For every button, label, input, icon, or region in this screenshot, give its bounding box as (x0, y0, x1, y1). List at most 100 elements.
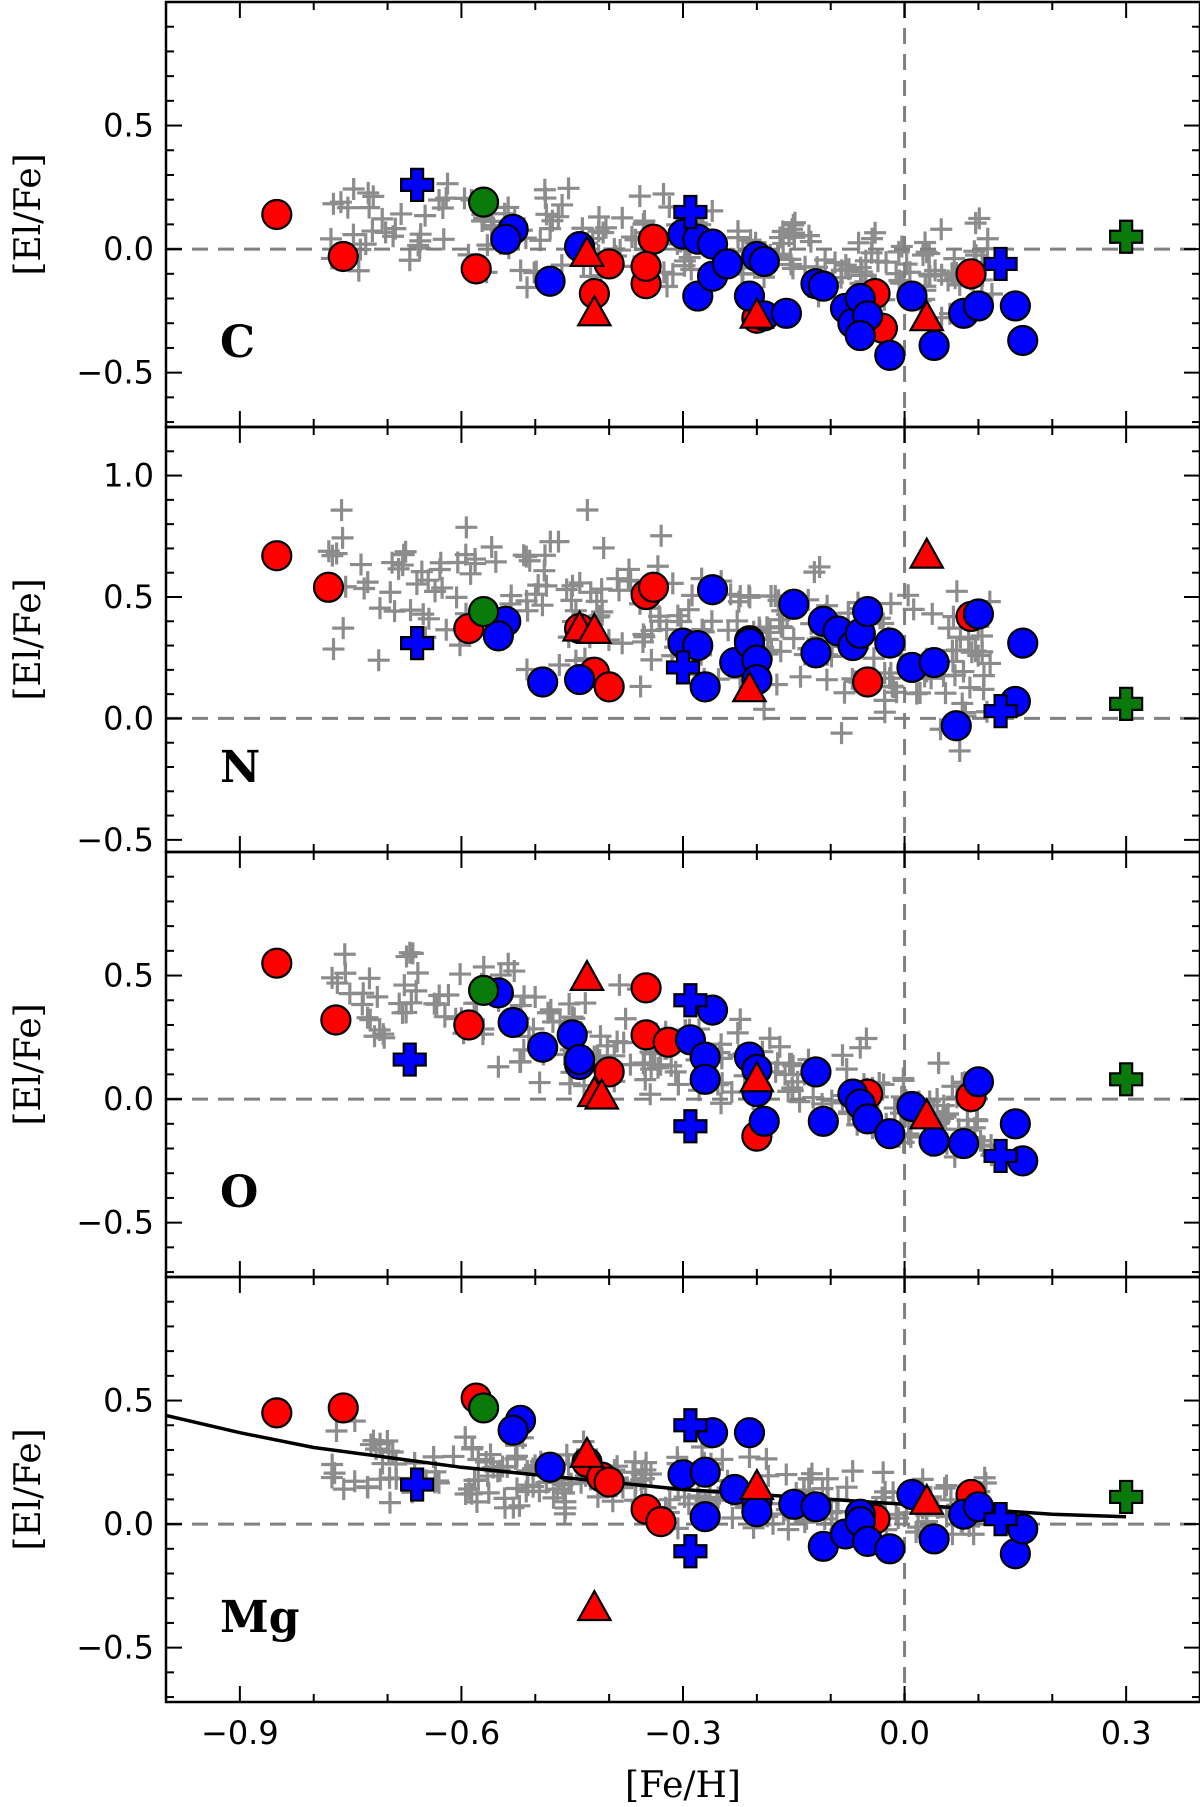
comparison-sample-point (412, 603, 435, 626)
comparison-sample-point (666, 604, 689, 627)
comparison-sample-point (592, 536, 615, 559)
comparison-sample-point (390, 202, 413, 225)
comparison-sample-point (417, 607, 440, 630)
comparison-sample-point (943, 247, 966, 270)
comparison-sample-point (480, 535, 503, 558)
blue-circle-point (800, 1056, 832, 1088)
x-tick-label: −0.9 (201, 1714, 279, 1752)
comparison-sample-point (401, 942, 424, 965)
red-circle-point (312, 571, 345, 603)
comparison-sample-point (455, 516, 478, 539)
blue-circle-point (682, 629, 714, 662)
comparison-sample-point (775, 1463, 798, 1486)
blue-circle-point (1007, 627, 1039, 659)
comparison-sample-point (964, 212, 987, 235)
comparison-sample-point (738, 1446, 761, 1469)
comparison-sample-point (800, 1462, 823, 1485)
blue-circle-point (962, 1066, 995, 1098)
comparison-sample-point (410, 560, 433, 583)
comparison-sample-point (334, 962, 357, 985)
comparison-sample-point (356, 1006, 379, 1029)
red-triangle-point (908, 536, 945, 569)
comparison-sample-point (560, 589, 583, 612)
blue-circle-point (490, 223, 522, 255)
y-axis-label: [El/Fe] (8, 153, 49, 275)
blue-circle-point (874, 627, 906, 659)
blue-circle-point (689, 1501, 721, 1533)
comparison-sample-point (855, 1027, 878, 1050)
comparison-sample-point (437, 983, 460, 1006)
comparison-sample-point (968, 207, 991, 230)
comparison-sample-point (874, 1480, 897, 1503)
blue-circle-point (874, 1533, 906, 1565)
comparison-sample-point (951, 692, 974, 715)
comparison-sample-point (729, 1008, 752, 1031)
comparison-sample-point (952, 660, 975, 683)
comparison-sample-point (479, 1443, 502, 1466)
comparison-sample-point (463, 1469, 486, 1492)
blue-circle-point (948, 1127, 980, 1160)
comparison-sample-point (737, 584, 760, 607)
comparison-sample-point (342, 178, 365, 201)
red-circle-point (593, 1056, 625, 1088)
comparison-sample-point (872, 1461, 895, 1484)
comparison-sample-point (639, 1083, 662, 1106)
blue-circle-point (844, 319, 876, 352)
comparison-sample-point (780, 253, 803, 276)
comparison-sample-point (431, 576, 454, 599)
comparison-sample-point (962, 1523, 985, 1546)
red-triangle-point (908, 1482, 945, 1515)
comparison-sample-point (887, 240, 910, 263)
comparison-sample-point (536, 1001, 559, 1024)
comparison-sample-point (611, 206, 634, 229)
green-plus-point (1109, 1062, 1144, 1097)
blue-circle-point (748, 1105, 780, 1137)
comparison-sample-point (830, 722, 853, 745)
comparison-sample-point (935, 1474, 958, 1497)
y-axis-label: [El/Fe] (8, 1428, 49, 1550)
comparison-sample-point (590, 578, 613, 601)
comparison-sample-point (777, 1518, 800, 1541)
blue-circle-point (999, 290, 1031, 322)
comparison-sample-point (579, 581, 602, 604)
blue-circle-point (482, 620, 514, 652)
blue-circle-point (497, 1006, 529, 1039)
comparison-sample-point (554, 1496, 577, 1519)
comparison-sample-point (354, 233, 377, 256)
y-tick-label: −0.5 (76, 821, 154, 859)
comparison-sample-point (391, 554, 414, 577)
red-circle-point (637, 571, 670, 603)
comparison-sample-point (319, 227, 342, 250)
comparison-sample-point (902, 598, 925, 621)
comparison-sample-point (539, 530, 562, 553)
red-triangle-point (568, 234, 606, 268)
comparison-sample-point (321, 1453, 344, 1476)
blue-plus-point (400, 1467, 435, 1502)
comparison-sample-point (435, 187, 458, 210)
green-circle-point (467, 595, 500, 628)
comparison-sample-point (358, 967, 381, 990)
comparison-sample-point (788, 1090, 811, 1113)
blue-circle-point (770, 297, 803, 329)
plot-area (166, 1277, 1200, 1702)
comparison-sample-point (650, 524, 673, 547)
comparison-sample-point (652, 182, 675, 205)
red-triangle-point (908, 1097, 945, 1130)
panel-O: −0.5 0.0 0.5 [El/Fe] O (8, 850, 1200, 1279)
y-tick-label: −0.5 (76, 1204, 154, 1242)
red-triangle-point (738, 1060, 775, 1093)
comparison-sample-point (726, 1021, 749, 1044)
comparison-sample-point (964, 640, 987, 663)
comparison-sample-point (799, 230, 822, 253)
red-triangle-point (568, 1435, 606, 1468)
y-tick-label: −0.5 (76, 354, 154, 392)
comparison-sample-point (551, 193, 574, 216)
blue-plus-point (673, 1109, 708, 1144)
comparison-sample-point (378, 1491, 401, 1514)
x-tick-label: −0.3 (644, 1714, 722, 1752)
blue-plus-point (673, 1408, 708, 1443)
comparison-sample-point (317, 540, 340, 563)
element-label-C: C (220, 317, 255, 368)
comparison-sample-point (379, 581, 402, 604)
comparison-sample-point (518, 549, 541, 572)
